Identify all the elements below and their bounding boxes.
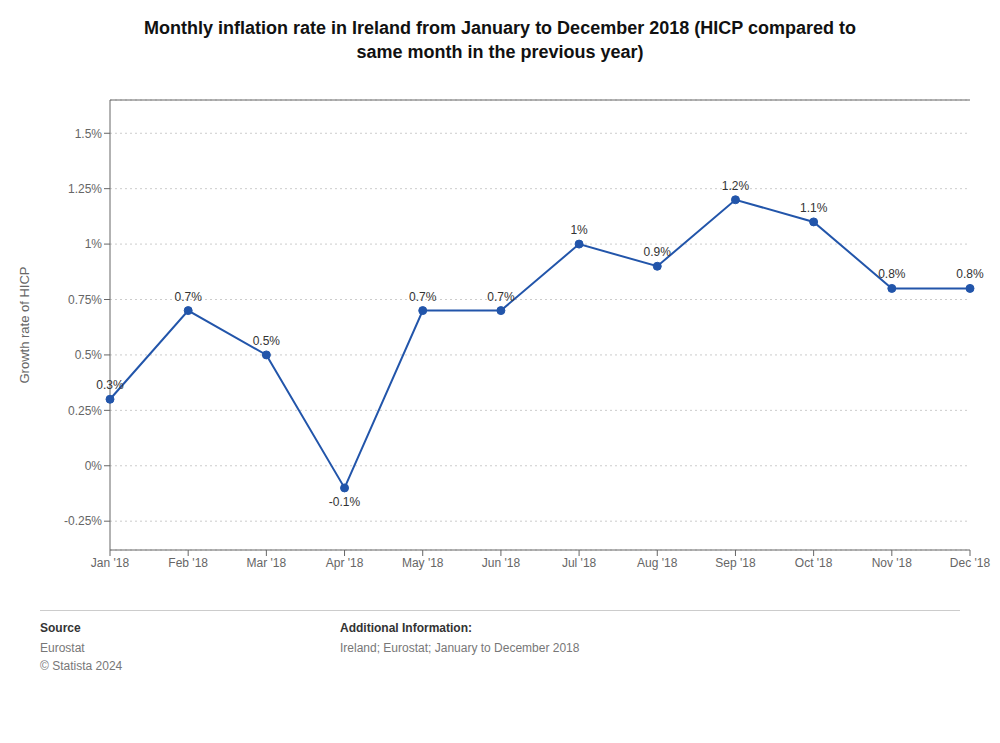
- html-text:Source: Source: [40, 621, 81, 635]
- svg-text:Feb '18: Feb '18: [168, 556, 208, 570]
- html-text:Eurostat © Statista 2024: Eurostat © Statista 2024: [40, 641, 123, 673]
- svg-text:0.5%: 0.5%: [253, 334, 281, 348]
- svg-text:Apr '18: Apr '18: [326, 556, 364, 570]
- svg-text:May '18: May '18: [402, 556, 444, 570]
- svg-text:Jun '18: Jun '18: [482, 556, 521, 570]
- svg-text:0.8%: 0.8%: [956, 267, 984, 281]
- svg-text:-0.25%: -0.25%: [64, 514, 102, 528]
- svg-text:0.25%: 0.25%: [68, 404, 102, 418]
- svg-text:1.1%: 1.1%: [800, 201, 828, 215]
- svg-text:-0.1%: -0.1%: [329, 495, 361, 509]
- svg-text:Dec '18: Dec '18: [950, 556, 991, 570]
- svg-text:1.2%: 1.2%: [722, 179, 750, 193]
- svg-text:Mar '18: Mar '18: [247, 556, 287, 570]
- html-text:Monthly inflation rate in Irel: Monthly inflation rate in Ireland from J…: [144, 18, 856, 62]
- svg-text:0.7%: 0.7%: [175, 290, 203, 304]
- svg-text:1%: 1%: [85, 237, 103, 251]
- html-text:Additional Information:: Additional Information:: [340, 621, 472, 635]
- svg-text:Nov '18: Nov '18: [872, 556, 913, 570]
- svg-text:0.8%: 0.8%: [878, 267, 906, 281]
- svg-text:1%: 1%: [570, 223, 588, 237]
- svg-text:1.25%: 1.25%: [68, 182, 102, 196]
- html-text:Ireland; Eurostat; January to: Ireland; Eurostat; January to December 2…: [340, 641, 580, 655]
- svg-text:Jan '18: Jan '18: [91, 556, 130, 570]
- svg-text:0.5%: 0.5%: [75, 348, 103, 362]
- svg-text:Aug '18: Aug '18: [637, 556, 678, 570]
- svg-text:1.5%: 1.5%: [75, 127, 103, 141]
- svg-text:0.75%: 0.75%: [68, 293, 102, 307]
- svg-text:Oct '18: Oct '18: [795, 556, 833, 570]
- svg-text:0.9%: 0.9%: [644, 245, 672, 259]
- svg-text:Sep '18: Sep '18: [715, 556, 756, 570]
- svg-text:Jul '18: Jul '18: [562, 556, 597, 570]
- svg-text:0%: 0%: [85, 459, 103, 473]
- svg-text:0.3%: 0.3%: [96, 378, 124, 392]
- svg-text:Growth rate of HICP: Growth rate of HICP: [17, 266, 32, 383]
- svg-text:0.7%: 0.7%: [409, 290, 437, 304]
- svg-text:0.7%: 0.7%: [487, 290, 515, 304]
